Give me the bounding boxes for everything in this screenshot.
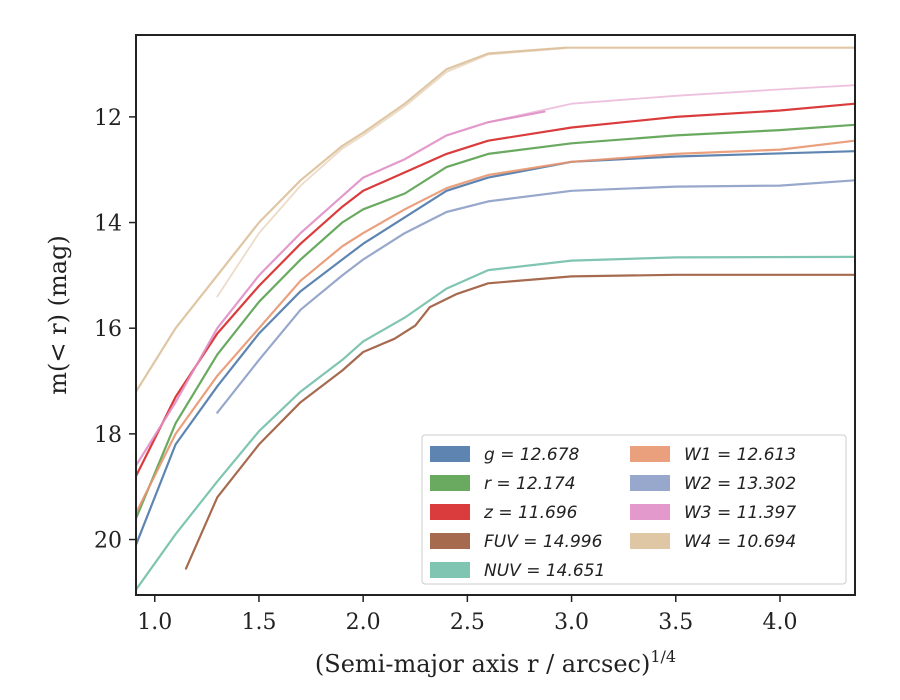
series-line-7-1 <box>487 84 855 124</box>
legend-label: NUV = 14.651 <box>484 561 605 581</box>
legend-label: FUV = 14.996 <box>484 532 603 552</box>
series-line-7-0 <box>136 110 546 467</box>
series-line-5-0 <box>136 139 855 515</box>
legend-swatch <box>430 475 470 491</box>
x-tick-label: 3.0 <box>554 610 589 635</box>
series-line-3-0 <box>184 273 855 570</box>
series-line-8-0 <box>136 46 855 393</box>
legend-swatch <box>430 446 470 462</box>
y-tick-label: 12 <box>94 106 122 131</box>
series-line-1-0 <box>136 123 855 520</box>
y-axis-label: m(< r) (mag) <box>44 235 72 394</box>
legend-swatch <box>630 446 670 462</box>
legend-swatch <box>430 533 470 549</box>
y-tick-label: 20 <box>94 529 122 554</box>
legend-swatch <box>630 533 670 549</box>
legend-label: W3 = 11.397 <box>684 503 796 523</box>
legend-label: z = 11.696 <box>483 503 578 523</box>
x-tick-label: 1.0 <box>137 610 172 635</box>
series-layer <box>136 46 855 591</box>
y-tick-label: 14 <box>94 212 122 237</box>
series-line-4-0 <box>136 255 855 591</box>
legend-label: W1 = 12.613 <box>684 445 796 465</box>
x-tick-label: 2.0 <box>346 610 381 635</box>
series-line-8-1 <box>216 47 567 298</box>
plot-frame <box>135 34 856 596</box>
legend-label: W2 = 13.302 <box>684 474 796 494</box>
x-tick-label: 3.5 <box>658 610 693 635</box>
series-line-6-0 <box>216 179 855 414</box>
legend-label: r = 12.174 <box>484 474 576 494</box>
y-axis: 12 14 16 18 20 <box>94 106 136 554</box>
legend-swatch <box>630 475 670 491</box>
x-tick-label: 1.5 <box>241 610 276 635</box>
legend-label: W4 = 10.694 <box>684 532 796 552</box>
x-tick-label: 2.5 <box>450 610 485 635</box>
legend-label: g = 12.678 <box>484 445 580 465</box>
x-axis: 1.0 1.5 2.0 2.5 3.0 3.5 4.0 <box>137 595 797 635</box>
legend-swatch <box>430 504 470 520</box>
x-axis-label: (Semi-major axis r / arcsec)1/4 <box>315 647 676 678</box>
series-line-2-0 <box>136 102 855 478</box>
y-tick-label: 18 <box>94 423 122 448</box>
legend-swatch <box>430 562 470 578</box>
legend: g = 12.678 r = 12.174 z = 11.696 FUV = 14.9… <box>421 434 847 585</box>
y-tick-label: 16 <box>94 317 122 342</box>
x-tick-label: 4.0 <box>762 610 797 635</box>
legend-swatch <box>630 504 670 520</box>
